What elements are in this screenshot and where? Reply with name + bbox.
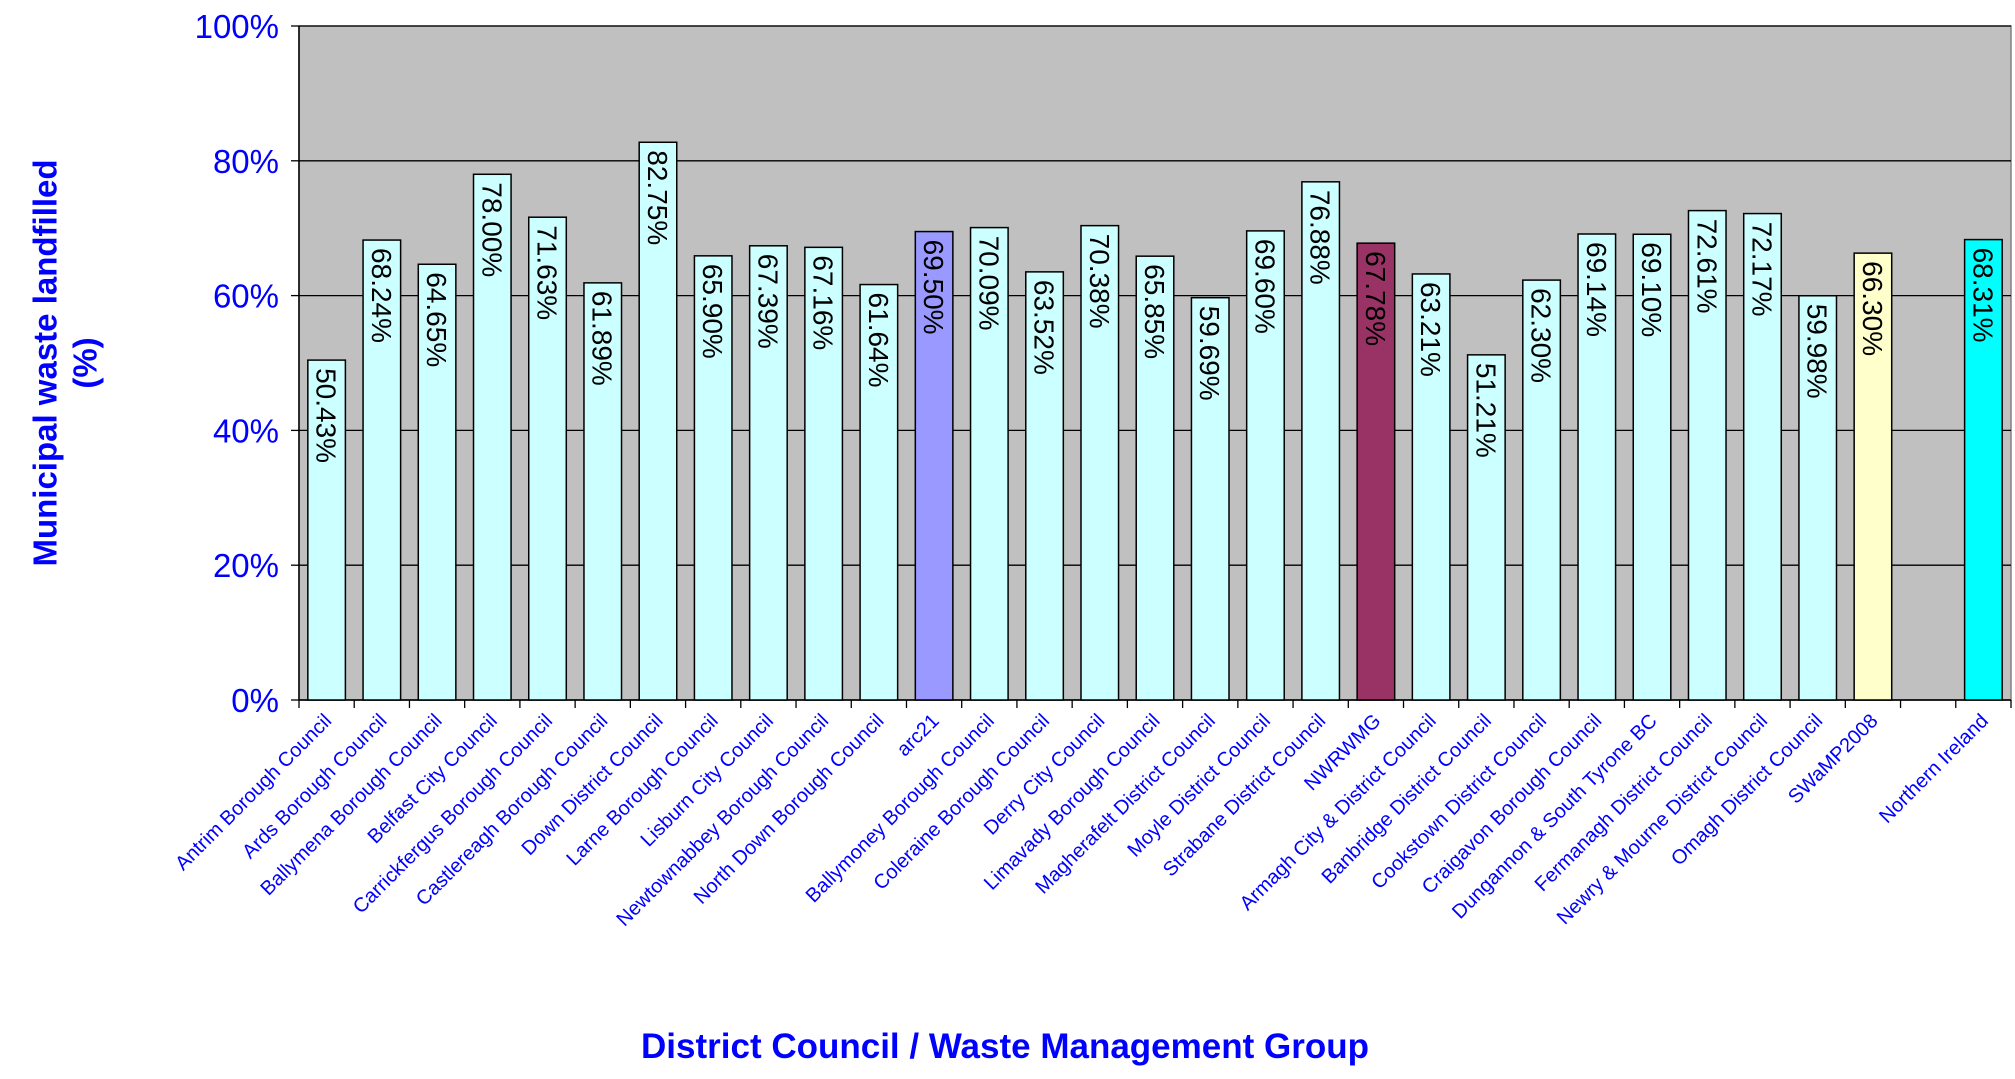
data-label: 50.43% [311, 368, 342, 463]
data-label: 72.17% [1746, 222, 1777, 317]
bar [969, 226, 1009, 701]
data-label: 65.85% [1139, 264, 1170, 359]
data-label: 70.38% [1084, 234, 1115, 329]
x-tick-label: Dungannon & South Tyrone BC [1448, 710, 1661, 923]
bar [1742, 212, 1783, 701]
y-tick-label: 20% [213, 547, 279, 584]
data-label: 63.21% [1415, 282, 1446, 377]
data-label: 67.16% [808, 255, 839, 350]
data-label: 63.52% [1029, 280, 1060, 375]
data-label: 59.69% [1194, 306, 1225, 401]
bar [1798, 294, 1838, 701]
data-label: 62.30% [1526, 288, 1557, 383]
data-label: 69.60% [1249, 239, 1280, 334]
bar [638, 141, 678, 701]
bar [307, 359, 347, 701]
x-tick-label: arc21 [893, 710, 944, 761]
data-label: 65.90% [697, 264, 728, 359]
bar [1522, 279, 1562, 701]
bar [1466, 354, 1506, 701]
bar [1135, 255, 1175, 701]
data-label: 72.61% [1691, 219, 1722, 314]
bar [1356, 242, 1396, 701]
bar [804, 246, 844, 701]
x-tick-label: Carrickfergus Borough Council [349, 710, 557, 918]
data-label: 69.10% [1636, 242, 1667, 337]
data-label: 68.31% [1967, 248, 1998, 343]
data-label: 78.00% [476, 182, 507, 277]
data-label: 51.21% [1470, 363, 1501, 458]
y-tick-label: 100% [195, 8, 279, 45]
bar [1963, 238, 2003, 701]
bar [914, 230, 954, 701]
data-label: 66.30% [1857, 261, 1888, 356]
bar [1190, 296, 1230, 701]
data-label: 70.09% [973, 236, 1004, 331]
bar [1080, 224, 1120, 701]
data-label: 69.14% [1581, 242, 1612, 337]
bar [417, 263, 457, 701]
bar [1632, 233, 1672, 701]
bar [472, 173, 512, 701]
bar [1301, 181, 1341, 701]
y-tick-label: 60% [213, 278, 279, 315]
y-tick-label: 0% [231, 682, 279, 719]
bar [693, 255, 733, 701]
x-tick-label: Northern Ireland [1875, 710, 1993, 828]
bar [1577, 233, 1617, 701]
y-axis-title: Municipal waste landfilled(%) [27, 159, 104, 566]
data-label: 67.78% [1360, 251, 1391, 346]
bar [1853, 252, 1893, 701]
data-label: 61.89% [587, 291, 618, 386]
bar [1411, 273, 1451, 701]
bar [1025, 271, 1065, 701]
bar [583, 282, 623, 701]
bar [1245, 230, 1285, 701]
data-label: 61.64% [863, 293, 894, 388]
bar [362, 239, 402, 701]
data-label: 82.75% [642, 150, 673, 245]
x-axis-title: District Council / Waste Management Grou… [641, 1027, 1369, 1066]
data-label: 59.98% [1802, 304, 1833, 399]
data-label: 64.65% [421, 272, 452, 367]
bar [748, 245, 788, 701]
y-tick-label: 40% [213, 412, 279, 449]
y-tick-label: 80% [213, 143, 279, 180]
data-label: 67.39% [752, 254, 783, 349]
bar [1687, 209, 1727, 701]
data-label: 76.88% [1305, 190, 1336, 285]
bar [527, 216, 568, 701]
data-label: 71.63% [532, 225, 563, 320]
bar [859, 283, 899, 701]
data-label: 68.24% [366, 248, 397, 343]
data-label: 69.50% [918, 240, 949, 335]
